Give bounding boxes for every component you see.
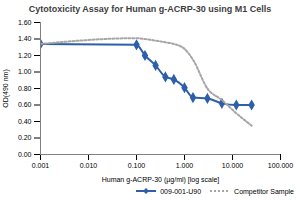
html-text:Competitor Sample: Competitor Sample xyxy=(234,187,294,195)
svg-text:1.20: 1.20 xyxy=(18,52,32,59)
svg-text:10.000: 10.000 xyxy=(222,162,244,169)
svg-text:0.40: 0.40 xyxy=(18,118,32,125)
svg-text:0.100: 0.100 xyxy=(128,162,146,169)
svg-text:1.000: 1.000 xyxy=(176,162,194,169)
svg-text:0.010: 0.010 xyxy=(80,162,98,169)
svg-text:1.00: 1.00 xyxy=(18,68,32,75)
html-text:Cytotoxicity Assay for Human g: Cytotoxicity Assay for Human g-ACRP-30 u… xyxy=(28,4,272,14)
html-text:009-001-U90: 009-001-U90 xyxy=(160,187,202,195)
svg-text:0.001: 0.001 xyxy=(32,162,50,169)
svg-text:Human g-ACRP-30 (µg/ml) [log s: Human g-ACRP-30 (µg/ml) [log scale] xyxy=(102,176,220,184)
svg-text:100.000: 100.000 xyxy=(268,162,293,169)
svg-text:0.80: 0.80 xyxy=(18,85,32,92)
svg-text:OD(490 nm): OD(490 nm) xyxy=(2,69,10,108)
svg-text:0.00: 0.00 xyxy=(18,151,32,158)
svg-text:1.40: 1.40 xyxy=(18,35,32,42)
svg-text:0.60: 0.60 xyxy=(18,101,32,108)
svg-text:0.20: 0.20 xyxy=(18,134,32,141)
svg-text:1.60: 1.60 xyxy=(18,19,32,26)
